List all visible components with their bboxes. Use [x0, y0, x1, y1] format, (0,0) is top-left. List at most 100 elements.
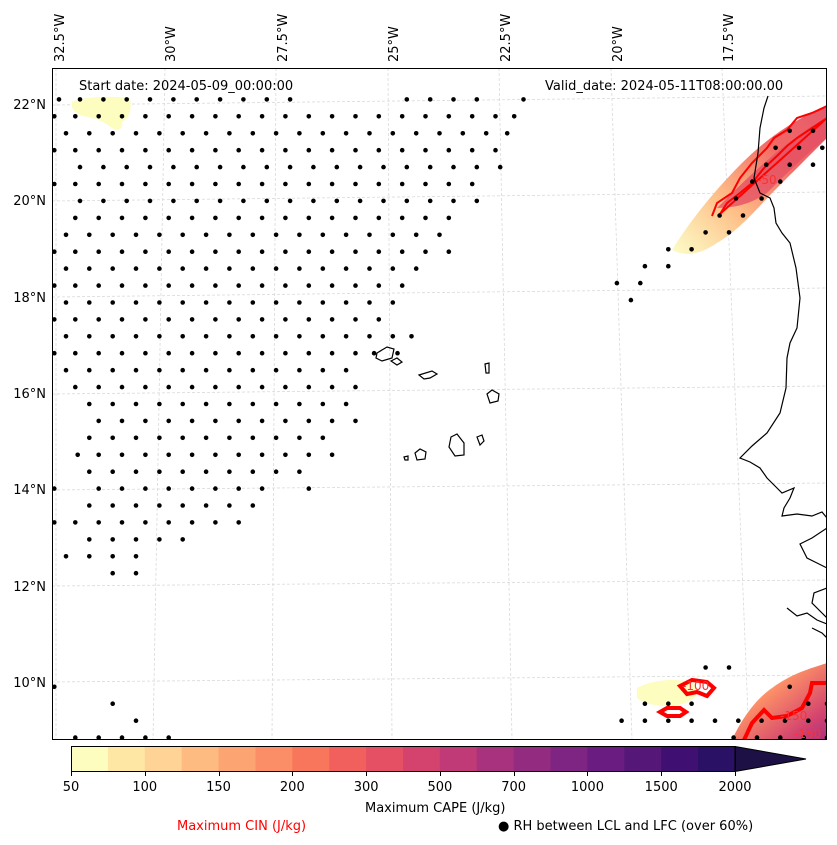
rh-dot: [166, 418, 171, 424]
rh-dot: [180, 131, 185, 136]
rh-dot: [87, 131, 92, 136]
rh-dot: [250, 131, 256, 136]
rh-dot: [740, 213, 746, 218]
rh-dot: [390, 266, 396, 271]
rh-dot: [189, 181, 195, 187]
rh-dot: [166, 735, 171, 739]
rh-dot: [143, 283, 148, 288]
rh-dot: [259, 486, 265, 491]
rh-dot: [399, 114, 405, 119]
rh-dot: [180, 367, 185, 373]
rh-dot: [778, 735, 783, 739]
rh-dot: [773, 145, 778, 151]
rh-dot: [189, 215, 195, 221]
rh-dot: [166, 249, 171, 254]
rh-dot: [259, 384, 265, 390]
rh-dot: [157, 266, 162, 271]
rh-dot: [283, 283, 288, 288]
colorbar-tick-label: 100: [132, 780, 158, 795]
rh-dot: [213, 486, 218, 491]
rh-dot: [119, 181, 125, 187]
rh-dot: [73, 249, 78, 254]
rh-dot: [133, 718, 139, 723]
rh-dot: [166, 452, 171, 458]
rh-dot: [437, 131, 442, 136]
rh-dot: [469, 181, 475, 187]
rh-dot: [343, 131, 349, 136]
rh-dot: [73, 384, 78, 390]
rh-dot: [460, 131, 466, 136]
rh-dot: [236, 283, 241, 288]
rh-dot: [171, 198, 176, 204]
rh-dot: [73, 317, 78, 322]
rh-dot: [96, 317, 101, 322]
lat-tick-label: 14°N: [13, 483, 46, 498]
rh-dot: [133, 537, 139, 542]
rh-dot: [189, 384, 195, 390]
rh-dot: [642, 701, 648, 706]
rh-dot: [236, 350, 241, 356]
rh-dot: [53, 147, 57, 153]
rh-dot: [166, 486, 171, 491]
rh-dot: [642, 263, 648, 269]
rh-dot: [133, 469, 139, 475]
colorbar-tick-mark: [218, 772, 220, 776]
rh-dot: [638, 280, 643, 286]
rh-dot: [353, 384, 358, 390]
rh-dot: [189, 147, 195, 153]
rh-dot: [180, 401, 185, 407]
rh-dot: [189, 418, 195, 424]
colorbar-segment: [550, 746, 589, 772]
lon-tick-label: 20°W: [611, 26, 626, 62]
rh-dot: [474, 97, 480, 102]
rh-dot: [87, 300, 92, 305]
rh-dot: [180, 334, 185, 339]
rh-dot: [250, 469, 256, 475]
rh-dot: [180, 266, 185, 271]
rh-dot: [157, 401, 162, 407]
rh-dot: [236, 418, 241, 424]
rh-dot: [96, 181, 101, 187]
rh-dot: [801, 735, 806, 739]
rh-dot: [259, 215, 265, 221]
rh-dot-marker-icon: ●: [498, 819, 510, 834]
rh-dot: [306, 181, 312, 187]
rh-dot: [451, 164, 456, 170]
rh-dot: [642, 718, 648, 723]
rh-dot: [395, 350, 400, 356]
rh-dot: [666, 701, 671, 706]
rh-dot: [194, 198, 199, 204]
rh-dot: [53, 317, 57, 322]
rh-dot: [320, 131, 326, 136]
rh-dot: [180, 300, 185, 305]
rh-dot: [367, 131, 372, 136]
lon-tick-label: 30°W: [164, 26, 179, 62]
rh-dot: [329, 384, 335, 390]
rh-dot: [87, 334, 92, 339]
colorbar-tick-mark: [735, 772, 736, 776]
colorbar-tick-label: 50: [62, 780, 80, 795]
rh-dot: [203, 367, 209, 373]
rh-dot: [166, 350, 171, 356]
rh-dot: [203, 503, 209, 508]
rh-dot: [320, 334, 326, 339]
rh-dot: [194, 164, 199, 170]
rh-dot: [259, 283, 265, 288]
rh-dot: [203, 334, 209, 339]
colorbar-segment: [366, 746, 404, 772]
rh-dot: [63, 367, 69, 373]
rh-dot: [96, 384, 101, 390]
rh-dot: [213, 350, 218, 356]
rh-dot: [227, 266, 232, 271]
rh-dot: [189, 114, 195, 119]
rh-dot: [297, 367, 302, 373]
colorbar-segment: [439, 746, 478, 772]
cin-contour-label: -100: [682, 679, 709, 693]
rh-dot: [423, 147, 428, 153]
rh-dot: [213, 181, 218, 187]
rh-dot: [147, 198, 153, 204]
rh-dot: [77, 198, 83, 204]
rh-dot: [119, 350, 125, 356]
rh-dot: [273, 401, 279, 407]
rh-dot: [143, 384, 148, 390]
